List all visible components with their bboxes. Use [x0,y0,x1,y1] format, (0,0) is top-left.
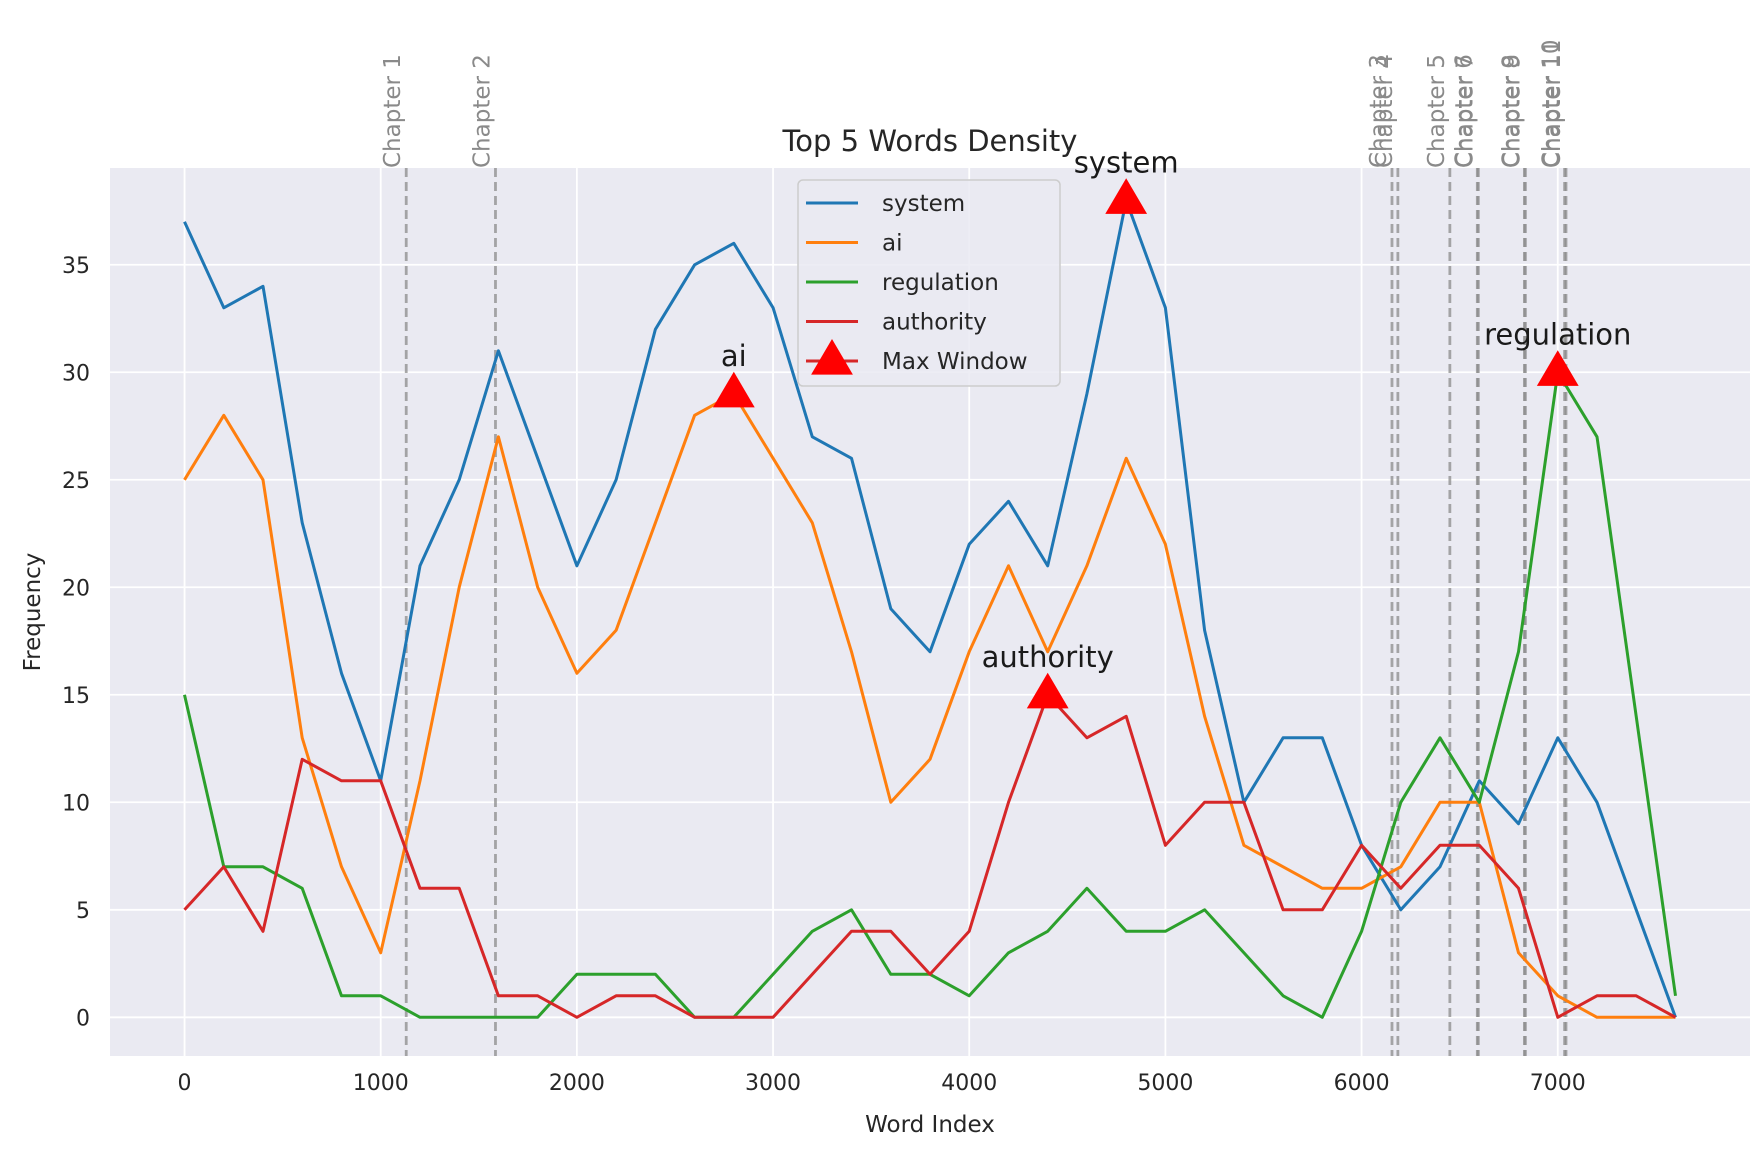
chapter-label: Chapter 1 [380,54,406,168]
y-tick-label: 35 [62,254,90,279]
max-window-annotation: system [1074,145,1179,179]
chapter-label: Chapter 5 [1424,54,1450,168]
x-tick-label: 7000 [1530,1071,1586,1096]
chapter-label: Chapter 9 [1499,54,1525,168]
y-tick-label: 25 [62,469,90,494]
chapter-label: Chapter 3 [1366,54,1392,168]
chapter-markers [404,168,1568,1056]
series-line-authority [183,693,1677,1019]
x-tick-label: 0 [178,1071,192,1096]
x-tick-label: 4000 [941,1071,997,1096]
x-tick-label: 1000 [353,1071,409,1096]
chapter-label: Chapter 8 [1498,54,1524,168]
y-tick-label: 15 [62,684,90,709]
x-tick-label: 2000 [549,1071,605,1096]
max-window-marker [1105,178,1148,214]
chapter-label: Chapter 7 [1452,54,1478,168]
max-window-markers: system ai regulation authority [712,145,1631,709]
max-window-annotation: authority [982,640,1114,674]
x-tick-label: 3000 [745,1071,801,1096]
y-tick-label: 20 [62,576,90,601]
legend-swatch-max-window [811,339,853,375]
legend-label: authority [882,310,987,336]
series-lines [183,198,1677,1019]
chapter-label: Chapter 4 [1372,54,1398,168]
max-window-annotation: regulation [1484,317,1631,351]
series-line-system [183,198,1677,1018]
y-axis-label: Frequency [20,553,46,672]
chapter-label: Chapter 11 [1540,39,1566,168]
legend-label: system [882,191,965,217]
x-tick-label: 5000 [1137,1071,1193,1096]
chapter-label: Chapter 2 [469,54,495,168]
max-window-marker [1536,350,1579,386]
tick-labels: 0 1000 2000 3000 4000 5000 6000 7000 0 5 10 15 20 25 3… [62,254,1586,1096]
y-tick-label: 0 [76,1006,90,1031]
x-axis-label: Word Index [865,1112,995,1138]
y-tick-label: 30 [62,361,90,386]
legend-label: regulation [882,270,999,296]
max-window-marker [712,371,755,408]
chapter-label: Chapter 6 [1451,54,1477,168]
y-tick-label: 10 [62,791,90,816]
x-tick-label: 6000 [1334,1071,1390,1096]
max-window-marker [1026,672,1069,709]
series-line-ai [183,392,1676,1019]
legend-label: Max Window [882,349,1028,375]
legend-label: ai [882,231,902,257]
y-tick-label: 5 [76,899,90,924]
chart-title: Top 5 Words Density [782,124,1078,158]
chapter-label: Chapter 10 [1539,39,1565,168]
legend-box [797,179,1061,387]
legend: system ai regulation authority Max Window [797,179,1061,387]
max-window-annotation: ai [721,339,747,373]
